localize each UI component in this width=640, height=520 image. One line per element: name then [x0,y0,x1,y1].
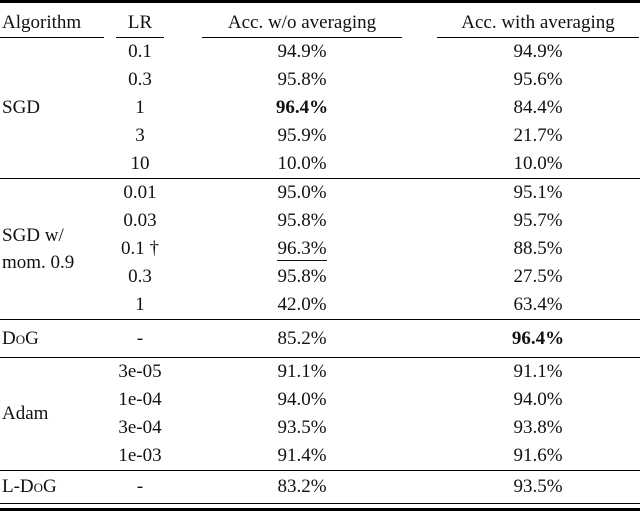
lr-cell: 0.03 [123,210,157,231]
lr-cell: 0.1 [128,41,152,62]
algorithm-cell: L-DoG [0,470,112,503]
column-header-acc-with-averaging: Acc. with averaging [436,2,640,38]
acc-with-cell: 84.4% [513,97,563,118]
acc-wo-cell: 85.2% [277,327,327,349]
acc-with-cell: 93.8% [513,417,563,438]
acc-wo-cell: 83.2% [277,476,327,497]
acc-with-cell: 93.5% [513,476,563,497]
acc-with-cell: 88.5% [513,238,563,259]
algorithm-cell: DoG [0,319,112,357]
acc-with-cell: 95.1% [513,182,563,203]
header-row: Algorithm LR Acc. w/o averaging Acc. wit… [0,2,640,38]
lr-cell: 0.01 [123,182,157,203]
table-row: 0.1 † 96.3% 88.5% [0,235,640,263]
column-header-algorithm: Algorithm [0,2,112,38]
acc-with-cell: 10.0% [513,153,563,174]
algorithm-label: SGD [2,97,41,118]
table-row: 3 95.9% 21.7% [0,122,640,150]
acc-wo-cell: 42.0% [277,294,327,315]
algorithm-label: DoG [2,327,39,349]
table-row: SGD 0.1 94.9% 94.9% [0,38,640,118]
acc-wo-cell: 93.5% [277,417,327,438]
acc-with-cell: 91.6% [513,445,563,466]
algorithm-cell: SGD w/ mom. 0.9 [0,178,112,319]
algorithm-label: Adam [2,403,49,424]
acc-with-cell: 95.7% [513,210,563,231]
table-row: 0.03 95.8% 95.7% [0,207,640,235]
algorithm-cell: Adam [0,357,112,470]
acc-wo-cell: 94.0% [277,389,327,410]
table-row: 3e-04 93.5% 93.8% [0,414,640,442]
acc-wo-cell: 96.4% [275,97,329,118]
table-row: 1 42.0% 63.4% [0,291,640,320]
acc-wo-cell: 95.8% [277,69,327,90]
acc-with-cell: 94.0% [513,389,563,410]
table-row: 0.3 95.8% 27.5% [0,263,640,291]
lr-cell: 3e-04 [118,417,162,438]
table-row: 1 96.4% 84.4% [0,94,640,122]
lr-cell: 1e-03 [118,445,162,466]
acc-wo-cell: 95.8% [277,210,327,231]
algorithm-label: SGD w/ mom. 0.9 [2,224,75,273]
group-sgd: SGD 0.1 94.9% 94.9% 0.3 95.8% 95.6% 1 96… [0,38,640,179]
acc-wo-cell: 10.0% [277,153,327,174]
acc-wo-cell: 94.9% [277,41,327,62]
group-l-dog: L-DoG - 83.2% 93.5% [0,470,640,503]
group-dog: DoG - 85.2% 96.4% [0,319,640,357]
results-table: Algorithm LR Acc. w/o averaging Acc. wit… [0,0,640,504]
acc-wo-cell: 95.8% [277,266,327,287]
acc-with-cell: 91.1% [513,361,563,382]
acc-wo-cell: 91.1% [277,361,327,382]
lr-cell: - [136,327,144,349]
table-row: 1e-04 94.0% 94.0% [0,386,640,414]
acc-with-cell: 63.4% [513,294,563,315]
algorithm-cell: SGD [0,38,112,179]
table-row: Adam 3e-05 91.1% 91.1% [0,357,640,424]
acc-with-cell: 95.6% [513,69,563,90]
table-row: 0.3 95.8% 95.6% [0,66,640,94]
acc-with-cell: 27.5% [513,266,563,287]
lr-cell: 0.3 [128,266,152,287]
table-header: Algorithm LR Acc. w/o averaging Acc. wit… [0,2,640,38]
table-row: DoG - 85.2% 96.4% [0,319,640,357]
acc-wo-cell: 95.0% [277,182,327,203]
lr-cell: 1 [135,294,145,315]
lr-cell: 0.1 † [121,238,159,259]
acc-wo-cell: 95.9% [277,125,327,146]
table-row: SGD w/ mom. 0.9 0.01 95.0% 95.1% [0,178,640,273]
acc-with-cell: 96.4% [511,327,565,349]
acc-wo-cell: 96.3% [277,238,327,261]
algorithm-label: L-DoG [2,476,57,497]
column-header-lr: LR [112,2,168,38]
lr-cell: 1 [135,97,145,118]
group-sgd-momentum: SGD w/ mom. 0.9 0.01 95.0% 95.1% 0.03 95… [0,178,640,319]
acc-with-cell: 94.9% [513,41,563,62]
lr-cell: - [136,476,144,497]
lr-cell: 10 [130,153,150,174]
table-row: 1e-03 91.4% 91.6% [0,442,640,471]
acc-wo-cell: 91.4% [277,445,327,466]
table-row: 10 10.0% 10.0% [0,150,640,179]
lr-cell: 3 [135,125,145,146]
lr-cell: 0.3 [128,69,152,90]
table-row: L-DoG - 83.2% 93.5% [0,470,640,503]
bottom-rule [0,507,640,511]
acc-with-cell: 21.7% [513,125,563,146]
group-adam: Adam 3e-05 91.1% 91.1% 1e-04 94.0% 94.0%… [0,357,640,470]
lr-cell: 3e-05 [118,361,162,382]
lr-cell: 1e-04 [118,389,162,410]
column-header-acc-wo-averaging: Acc. w/o averaging [168,2,436,38]
